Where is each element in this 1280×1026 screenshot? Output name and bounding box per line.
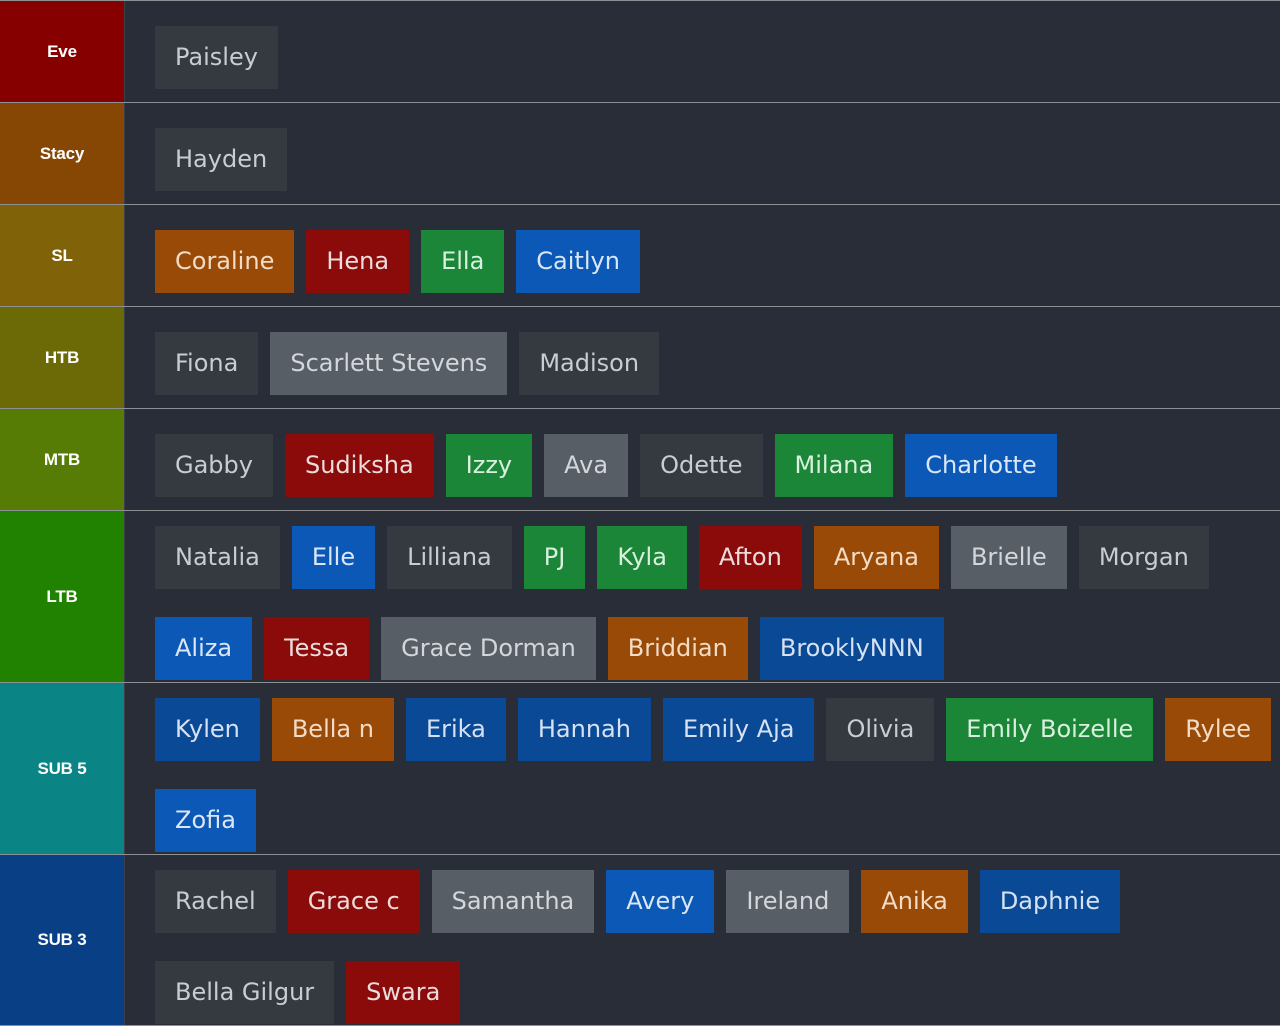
tier-items-ltb[interactable]: Natalia Elle Lilliana PJ Kyla Afton Aryana Brie… xyxy=(125,511,1280,682)
tier-item-chip[interactable]: Hayden xyxy=(155,128,288,191)
tier-items-stacy[interactable]: Hayden xyxy=(125,103,1280,204)
tier-label-ltb: LTB xyxy=(0,511,125,682)
tier-item-chip[interactable]: Hena xyxy=(306,230,410,293)
tier-item-chip[interactable]: Emily Aja xyxy=(662,698,815,761)
tier-item-chip[interactable]: Samantha xyxy=(431,870,595,933)
tier-row-eve: Eve Paisley xyxy=(0,0,1280,102)
tier-item-chip[interactable]: Elle xyxy=(291,526,376,589)
tier-item-chip[interactable]: Natalia xyxy=(155,526,280,589)
tier-item-chip[interactable]: Afton xyxy=(698,526,802,589)
tier-item-chip[interactable]: Coraline xyxy=(155,230,295,293)
tier-item-chip[interactable]: Odette xyxy=(640,434,763,497)
tier-label-sub-5: SUB 5 xyxy=(0,683,125,854)
tier-label-htb: HTB xyxy=(0,307,125,408)
tier-row-stacy: Stacy Hayden xyxy=(0,102,1280,204)
tier-items-sub-3[interactable]: Rachel Grace c Samantha Avery Ireland Anika Da… xyxy=(125,855,1280,1025)
tier-item-chip[interactable]: PJ xyxy=(523,526,586,589)
tier-item-chip[interactable]: Caitlyn xyxy=(516,230,640,293)
tier-item-chip[interactable]: Kylen xyxy=(155,698,260,761)
tier-item-chip[interactable]: Zofia xyxy=(155,789,256,852)
tier-item-chip[interactable]: Brielle xyxy=(950,526,1067,589)
tier-item-chip[interactable]: Briddian xyxy=(607,617,748,680)
tier-item-chip[interactable]: Avery xyxy=(606,870,715,933)
tier-item-chip[interactable]: Milana xyxy=(774,434,894,497)
tier-item-chip[interactable]: Aryana xyxy=(813,526,939,589)
tier-label-eve: Eve xyxy=(0,1,125,102)
tier-item-chip[interactable]: Izzy xyxy=(445,434,533,497)
tier-item-chip[interactable]: Grace Dorman xyxy=(381,617,596,680)
tier-item-chip[interactable]: Ireland xyxy=(726,870,850,933)
tier-item-chip[interactable]: Sudiksha xyxy=(284,434,434,497)
tier-item-chip[interactable]: Madison xyxy=(519,332,660,395)
tier-item-chip[interactable]: Aliza xyxy=(155,617,253,680)
tier-item-chip[interactable]: Gabby xyxy=(155,434,273,497)
tier-item-chip[interactable]: Charlotte xyxy=(905,434,1057,497)
tier-items-htb[interactable]: Fiona Scarlett Stevens Madison xyxy=(125,307,1280,408)
tier-items-sub-5[interactable]: Kylen Bella n Erika Hannah Emily Aja Olivia Em… xyxy=(125,683,1280,854)
tier-label-sl: SL xyxy=(0,205,125,306)
tier-item-chip[interactable]: BrooklyNNN xyxy=(759,617,944,680)
tier-label-mtb: MTB xyxy=(0,409,125,510)
tier-item-chip[interactable]: Ella xyxy=(421,230,505,293)
tier-item-chip[interactable]: Tessa xyxy=(264,617,370,680)
tier-item-chip[interactable]: Grace c xyxy=(287,870,420,933)
tier-items-sl[interactable]: Coraline Hena Ella Caitlyn xyxy=(125,205,1280,306)
tier-row-sub-5: SUB 5 Kylen Bella n Erika Hannah Emily Aja Ol… xyxy=(0,682,1280,854)
tier-item-chip[interactable]: Emily Boizelle xyxy=(946,698,1154,761)
tier-item-chip[interactable]: Hannah xyxy=(517,698,651,761)
tier-items-eve[interactable]: Paisley xyxy=(125,1,1280,102)
tier-item-chip[interactable]: Erika xyxy=(405,698,506,761)
tier-item-chip[interactable]: Fiona xyxy=(155,332,259,395)
tier-row-sub-3: SUB 3 Rachel Grace c Samantha Avery Ireland A… xyxy=(0,854,1280,1026)
tier-row-ltb: LTB Natalia Elle Lilliana PJ Kyla Afton Aryana… xyxy=(0,510,1280,682)
tier-item-chip[interactable]: Olivia xyxy=(826,698,935,761)
tier-item-chip[interactable]: Bella n xyxy=(271,698,394,761)
tier-item-chip[interactable]: Ava xyxy=(544,434,629,497)
tier-item-chip[interactable]: Paisley xyxy=(155,26,278,89)
tier-item-chip[interactable]: Morgan xyxy=(1078,526,1209,589)
tier-label-sub-3: SUB 3 xyxy=(0,855,125,1025)
tier-item-chip[interactable]: Rylee xyxy=(1165,698,1272,761)
tier-item-chip[interactable]: Swara xyxy=(346,961,461,1024)
tier-item-chip[interactable]: Kyla xyxy=(597,526,687,589)
tier-row-mtb: MTB Gabby Sudiksha Izzy Ava Odette Milana Char… xyxy=(0,408,1280,510)
tier-item-chip[interactable]: Lilliana xyxy=(387,526,512,589)
tier-item-chip[interactable]: Rachel xyxy=(155,870,276,933)
tier-item-chip[interactable]: Bella Gilgur xyxy=(155,961,335,1024)
tier-row-htb: HTB Fiona Scarlett Stevens Madison xyxy=(0,306,1280,408)
tier-items-mtb[interactable]: Gabby Sudiksha Izzy Ava Odette Milana Charlott… xyxy=(125,409,1280,510)
tier-label-stacy: Stacy xyxy=(0,103,125,204)
tier-item-chip[interactable]: Daphnie xyxy=(979,870,1121,933)
tier-item-chip[interactable]: Scarlett Stevens xyxy=(270,332,508,395)
tier-row-sl: SL Coraline Hena Ella Caitlyn xyxy=(0,204,1280,306)
tier-item-chip[interactable]: Anika xyxy=(861,870,968,933)
